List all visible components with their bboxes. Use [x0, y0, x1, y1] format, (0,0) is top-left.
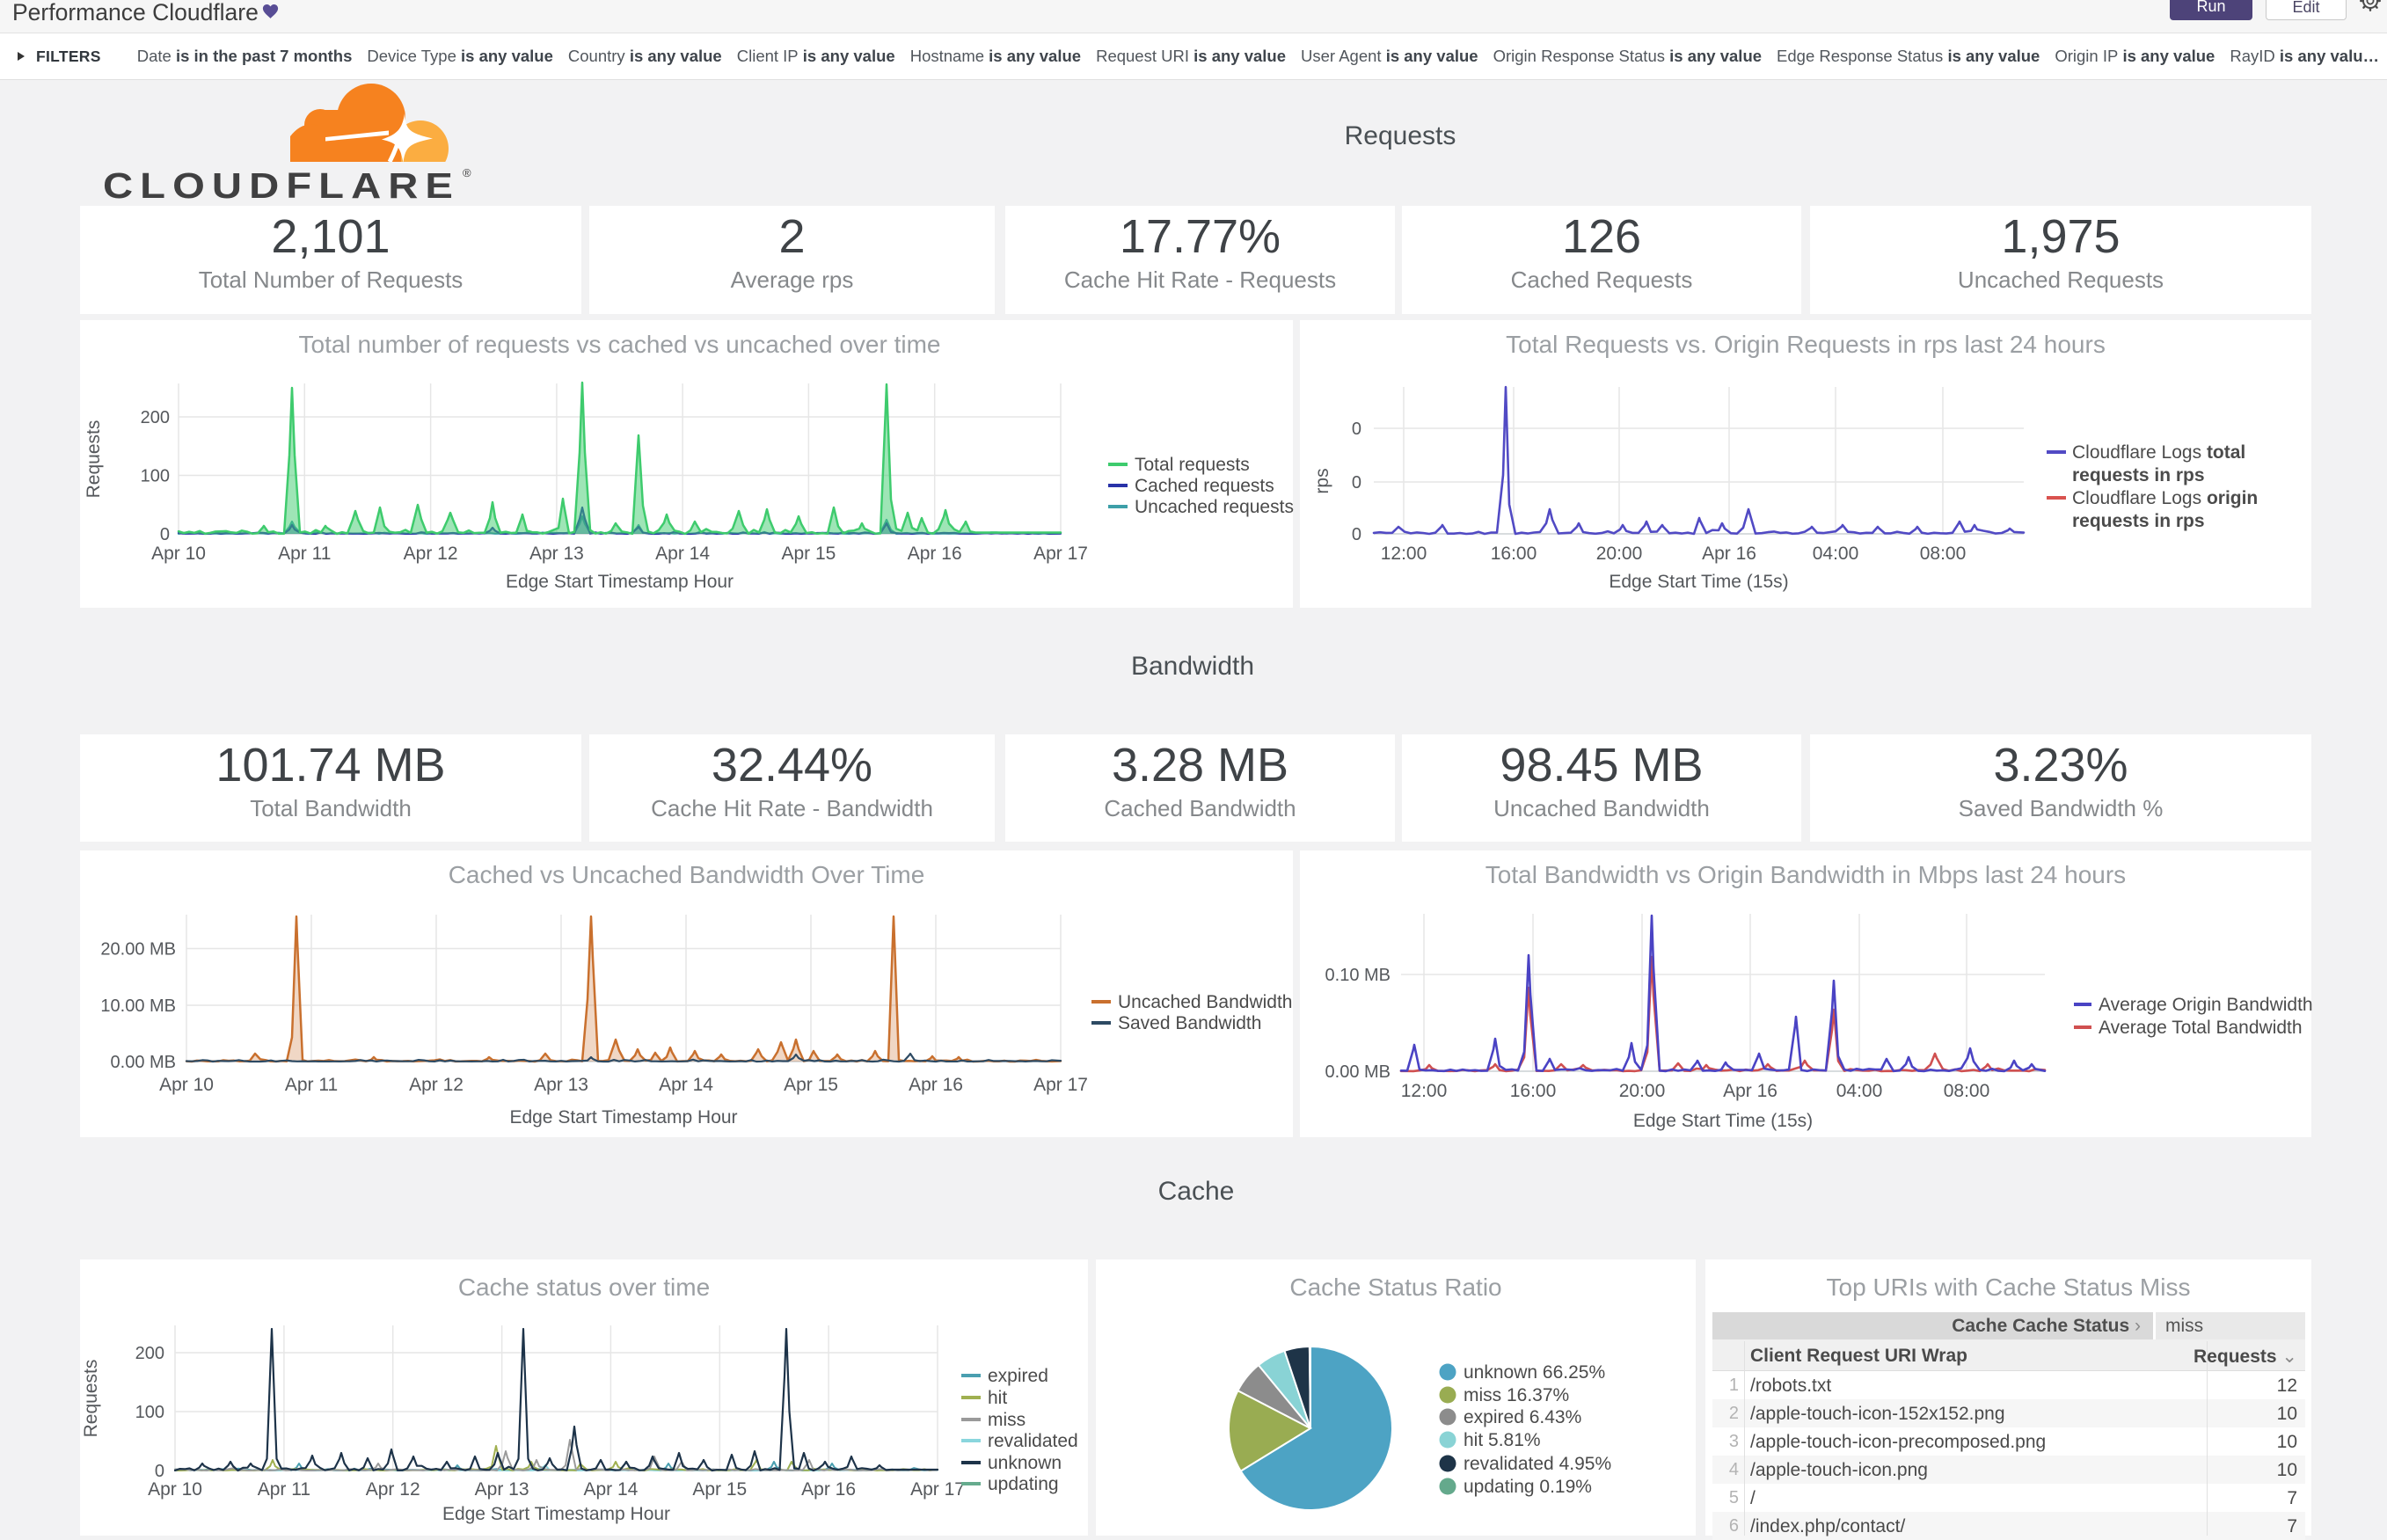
- svg-text:Apr 12: Apr 12: [404, 544, 458, 564]
- svg-text:hit 5.81%: hit 5.81%: [1464, 1430, 1541, 1450]
- svg-text:Apr 10: Apr 10: [151, 544, 206, 564]
- svg-text:20:00: 20:00: [1596, 544, 1643, 564]
- svg-text:updating: updating: [988, 1474, 1059, 1494]
- svg-text:Apr 11: Apr 11: [278, 544, 331, 564]
- svg-text:08:00: 08:00: [1944, 1081, 1990, 1101]
- svg-text:Edge Start Time (15s): Edge Start Time (15s): [1633, 1111, 1813, 1131]
- svg-text:Uncached Bandwidth: Uncached Bandwidth: [1118, 992, 1292, 1012]
- svg-text:expired 6.43%: expired 6.43%: [1464, 1407, 1581, 1427]
- svg-text:Apr 10: Apr 10: [148, 1479, 202, 1500]
- svg-text:08:00: 08:00: [1920, 544, 1967, 564]
- svg-text:requests in rps: requests in rps: [2072, 511, 2205, 531]
- svg-text:Total number of requests vs ca: Total number of requests vs cached vs un…: [299, 331, 941, 358]
- svg-text:Apr 14: Apr 14: [583, 1479, 638, 1500]
- svg-text:16:00: 16:00: [1491, 544, 1537, 564]
- svg-text:Apr 15: Apr 15: [692, 1479, 747, 1500]
- svg-text:Apr 12: Apr 12: [409, 1075, 464, 1095]
- svg-text:Apr 11: Apr 11: [285, 1075, 338, 1095]
- svg-text:Requests: Requests: [84, 420, 104, 499]
- svg-text:Apr 17: Apr 17: [1033, 1075, 1088, 1095]
- svg-text:Apr 12: Apr 12: [366, 1479, 420, 1500]
- svg-text:0: 0: [155, 1462, 164, 1481]
- svg-text:0.00 MB: 0.00 MB: [111, 1053, 176, 1072]
- svg-text:Cache Status Ratio: Cache Status Ratio: [1289, 1274, 1501, 1301]
- svg-text:Edge Start Timestamp Hour: Edge Start Timestamp Hour: [509, 1107, 737, 1128]
- svg-text:Average Origin Bandwidth: Average Origin Bandwidth: [2099, 995, 2313, 1015]
- svg-text:0: 0: [1352, 525, 1361, 544]
- svg-text:20.00 MB: 20.00 MB: [100, 940, 176, 960]
- svg-text:unknown 66.25%: unknown 66.25%: [1464, 1362, 1605, 1383]
- svg-text:miss 16.37%: miss 16.37%: [1464, 1385, 1569, 1405]
- svg-text:Total Requests vs. Origin Requ: Total Requests vs. Origin Requests in rp…: [1506, 331, 2106, 358]
- svg-text:0.00 MB: 0.00 MB: [1325, 1062, 1391, 1082]
- svg-text:Edge Start Timestamp Hour: Edge Start Timestamp Hour: [442, 1504, 670, 1524]
- svg-text:Cached vs Uncached Bandwidth O: Cached vs Uncached Bandwidth Over Time: [449, 861, 925, 888]
- svg-text:Cache status over time: Cache status over time: [458, 1274, 710, 1301]
- svg-text:10.00 MB: 10.00 MB: [100, 996, 176, 1016]
- svg-text:Cloudflare Logs origin: Cloudflare Logs origin: [2072, 488, 2258, 508]
- svg-text:0: 0: [1352, 420, 1361, 439]
- svg-text:Apr 14: Apr 14: [659, 1075, 713, 1095]
- svg-text:04:00: 04:00: [1836, 1081, 1883, 1101]
- svg-text:updating 0.19%: updating 0.19%: [1464, 1477, 1592, 1497]
- svg-text:04:00: 04:00: [1813, 544, 1859, 564]
- svg-text:Edge Start Time (15s): Edge Start Time (15s): [1609, 572, 1788, 592]
- svg-text:hit: hit: [988, 1388, 1007, 1408]
- svg-text:Uncached requests: Uncached requests: [1135, 497, 1294, 517]
- svg-text:Apr 17: Apr 17: [910, 1479, 965, 1500]
- svg-text:Top URIs with Cache Status Mis: Top URIs with Cache Status Miss: [1827, 1274, 2191, 1301]
- svg-text:Apr 17: Apr 17: [1033, 544, 1088, 564]
- svg-text:0.10 MB: 0.10 MB: [1325, 966, 1391, 985]
- svg-text:Cached requests: Cached requests: [1135, 476, 1274, 496]
- svg-text:expired: expired: [988, 1366, 1048, 1386]
- svg-text:CLOUDFLARE: CLOUDFLARE: [103, 165, 460, 206]
- svg-text:Average Total Bandwidth: Average Total Bandwidth: [2099, 1018, 2303, 1038]
- svg-text:miss: miss: [988, 1410, 1026, 1430]
- svg-text:12:00: 12:00: [1381, 544, 1427, 564]
- svg-text:Apr 14: Apr 14: [655, 544, 710, 564]
- svg-text:16:00: 16:00: [1510, 1081, 1557, 1101]
- svg-text:Apr 15: Apr 15: [784, 1075, 838, 1095]
- svg-text:Apr 16: Apr 16: [1723, 1081, 1777, 1101]
- svg-text:Edge Start Timestamp Hour: Edge Start Timestamp Hour: [506, 572, 734, 592]
- svg-text:12:00: 12:00: [1401, 1081, 1448, 1101]
- svg-text:Cloudflare Logs total: Cloudflare Logs total: [2072, 442, 2245, 463]
- svg-text:Requests: Requests: [81, 1360, 101, 1438]
- svg-text:100: 100: [135, 1403, 164, 1422]
- svg-text:Total requests: Total requests: [1135, 455, 1250, 475]
- svg-text:®: ®: [463, 166, 471, 179]
- svg-text:200: 200: [135, 1344, 164, 1363]
- svg-text:Total Bandwidth vs Origin Band: Total Bandwidth vs Origin Bandwidth in M…: [1485, 861, 2126, 888]
- svg-text:Apr 16: Apr 16: [1702, 544, 1756, 564]
- svg-text:Apr 13: Apr 13: [529, 544, 584, 564]
- svg-text:20:00: 20:00: [1619, 1081, 1666, 1101]
- svg-text:0: 0: [1352, 473, 1361, 493]
- svg-text:requests in rps: requests in rps: [2072, 465, 2205, 485]
- svg-text:Apr 15: Apr 15: [781, 544, 836, 564]
- svg-text:Apr 16: Apr 16: [908, 544, 962, 564]
- svg-text:200: 200: [141, 408, 170, 427]
- svg-text:100: 100: [141, 467, 170, 486]
- svg-text:revalidated: revalidated: [988, 1431, 1078, 1451]
- svg-text:unknown: unknown: [988, 1453, 1062, 1473]
- svg-text:Saved Bandwidth: Saved Bandwidth: [1118, 1013, 1261, 1033]
- svg-text:revalidated 4.95%: revalidated 4.95%: [1464, 1454, 1611, 1474]
- svg-text:Apr 13: Apr 13: [534, 1075, 588, 1095]
- svg-text:0: 0: [160, 525, 170, 544]
- svg-text:Apr 10: Apr 10: [159, 1075, 214, 1095]
- svg-text:Apr 16: Apr 16: [801, 1479, 856, 1500]
- svg-text:Apr 16: Apr 16: [909, 1075, 963, 1095]
- svg-text:Apr 13: Apr 13: [475, 1479, 529, 1500]
- svg-text:Apr 11: Apr 11: [258, 1479, 310, 1500]
- svg-text:rps: rps: [1312, 468, 1332, 493]
